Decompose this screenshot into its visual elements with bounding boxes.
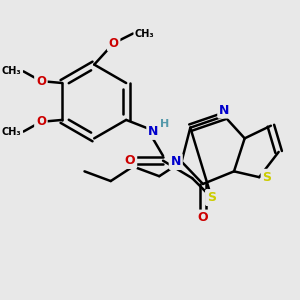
Text: CH₃: CH₃ (2, 66, 22, 76)
Text: O: O (198, 212, 208, 224)
Text: N: N (171, 155, 181, 168)
Text: CH₃: CH₃ (2, 127, 22, 136)
Text: O: O (36, 75, 46, 88)
Text: N: N (219, 104, 230, 117)
Text: O: O (125, 154, 135, 167)
Text: H: H (160, 119, 169, 129)
Text: S: S (207, 191, 216, 204)
Text: CH₃: CH₃ (135, 28, 154, 38)
Text: N: N (148, 125, 158, 138)
Text: S: S (262, 171, 272, 184)
Text: S: S (207, 191, 216, 204)
Text: O: O (36, 116, 46, 128)
Text: O: O (109, 37, 118, 50)
